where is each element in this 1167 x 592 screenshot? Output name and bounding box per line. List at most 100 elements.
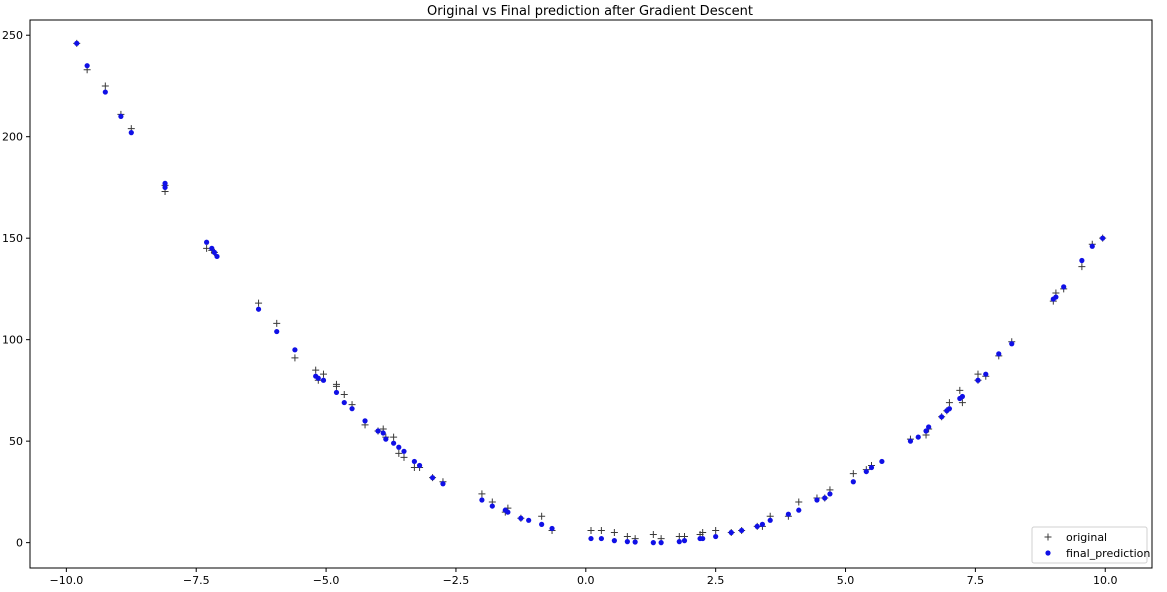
data-point-final_prediction [946, 406, 953, 412]
x-tick-label: −10.0 [50, 574, 84, 587]
data-point-final_prediction [681, 538, 688, 544]
data-point-final_prediction [118, 113, 124, 120]
data-point-original [101, 82, 109, 90]
data-point-final_prediction [975, 377, 981, 383]
data-point-final_prediction [84, 63, 90, 69]
data-point-final_prediction [1009, 341, 1015, 347]
data-point-final_prediction [868, 464, 875, 471]
data-point-final_prediction [209, 245, 215, 251]
y-tick-label: 250 [2, 29, 23, 42]
x-tick-label: 2.5 [707, 574, 725, 587]
data-point-final_prediction [292, 347, 298, 353]
data-point-final_prediction [1100, 235, 1106, 241]
data-point-final_prediction [650, 540, 656, 546]
data-point-original [958, 399, 966, 407]
data-point-final_prediction [926, 424, 932, 430]
data-point-original [699, 528, 707, 536]
data-point-final_prediction [754, 523, 760, 529]
data-point-original [610, 528, 618, 536]
plot-frame [29, 19, 1153, 569]
data-point-final_prediction [204, 239, 210, 245]
data-point-final_prediction [915, 434, 921, 440]
y-axis: 0 50 100 150 200 250 [2, 29, 30, 550]
x-tick-label: −2.5 [443, 574, 470, 587]
legend-label-original: original [1066, 531, 1107, 544]
data-point-final_prediction [728, 529, 734, 536]
series-final_prediction [74, 40, 1106, 546]
data-point-original [623, 533, 631, 541]
data-point-final_prediction [162, 184, 168, 191]
legend-box [1031, 526, 1148, 564]
x-axis: −10.0 −7.5 −5.0 −2.5 0.0 2.5 5.0 7.5 10.0 [50, 568, 1118, 587]
data-point-final_prediction [380, 430, 386, 436]
data-point-final_prediction [1053, 294, 1059, 300]
data-point-final_prediction [74, 40, 80, 46]
data-point-final_prediction [923, 428, 929, 434]
data-point-final_prediction [411, 458, 417, 465]
data-point-final_prediction [907, 438, 914, 444]
data-point-final_prediction [320, 377, 327, 383]
data-point-final_prediction [349, 406, 355, 412]
data-point-final_prediction [383, 436, 389, 442]
data-point-final_prediction [959, 393, 966, 400]
data-point-final_prediction [1079, 257, 1085, 264]
data-point-original [203, 244, 211, 252]
data-point-final_prediction [274, 328, 280, 335]
data-point-original [945, 399, 953, 407]
data-point-original [395, 449, 403, 457]
data-point-final_prediction [632, 539, 638, 545]
legend-marker-final_prediction [1045, 550, 1051, 556]
data-point-original [587, 526, 595, 534]
y-tick-label: 50 [9, 435, 23, 448]
legend-marker-original [1044, 533, 1052, 541]
data-point-final_prediction [440, 481, 446, 487]
y-tick-label: 100 [2, 334, 23, 347]
data-point-original [400, 453, 408, 461]
data-point-final_prediction [611, 538, 617, 544]
data-point-final_prediction [526, 517, 532, 523]
data-point-final_prediction [102, 89, 108, 95]
data-point-original [795, 498, 803, 506]
data-point-original [319, 370, 327, 378]
data-point-original [478, 490, 486, 498]
data-point-final_prediction [416, 462, 423, 469]
data-point-final_prediction [624, 539, 630, 545]
legend: original final_prediction [1031, 526, 1150, 564]
data-point-final_prediction [598, 535, 604, 542]
data-point-original [312, 366, 320, 374]
data-point-final_prediction [850, 479, 856, 485]
data-point-final_prediction [479, 497, 485, 503]
data-point-final_prediction [713, 533, 719, 540]
data-point-final_prediction [429, 475, 436, 481]
data-point-original [649, 531, 657, 539]
data-point-final_prediction [362, 418, 368, 424]
data-point-final_prediction [505, 509, 511, 515]
data-point-final_prediction [489, 503, 495, 509]
y-tick-label: 200 [2, 131, 23, 144]
x-tick-label: 10.0 [1093, 574, 1118, 587]
data-point-final_prediction [785, 511, 791, 517]
y-tick-label: 0 [16, 537, 23, 550]
series-original [73, 39, 1107, 543]
data-point-final_prediction [879, 458, 885, 465]
data-point-final_prediction [539, 521, 545, 527]
data-point-final_prediction [822, 495, 828, 501]
data-point-final_prediction [162, 180, 168, 186]
data-point-original [291, 354, 299, 362]
data-point-final_prediction [375, 428, 381, 434]
x-tick-label: −7.5 [183, 574, 210, 587]
data-point-original [255, 299, 263, 307]
data-point-final_prediction [939, 414, 945, 420]
data-point-final_prediction [796, 507, 802, 513]
data-point-final_prediction [128, 130, 134, 136]
data-point-final_prediction [863, 468, 869, 475]
chart-title: Original vs Final prediction after Gradi… [427, 4, 753, 19]
data-point-final_prediction [315, 375, 321, 381]
data-point-original [1078, 263, 1086, 271]
data-point-final_prediction [827, 491, 833, 497]
data-point-final_prediction [333, 389, 340, 396]
data-point-final_prediction [255, 306, 262, 312]
data-point-final_prediction [658, 540, 664, 546]
data-point-final_prediction [518, 515, 524, 521]
